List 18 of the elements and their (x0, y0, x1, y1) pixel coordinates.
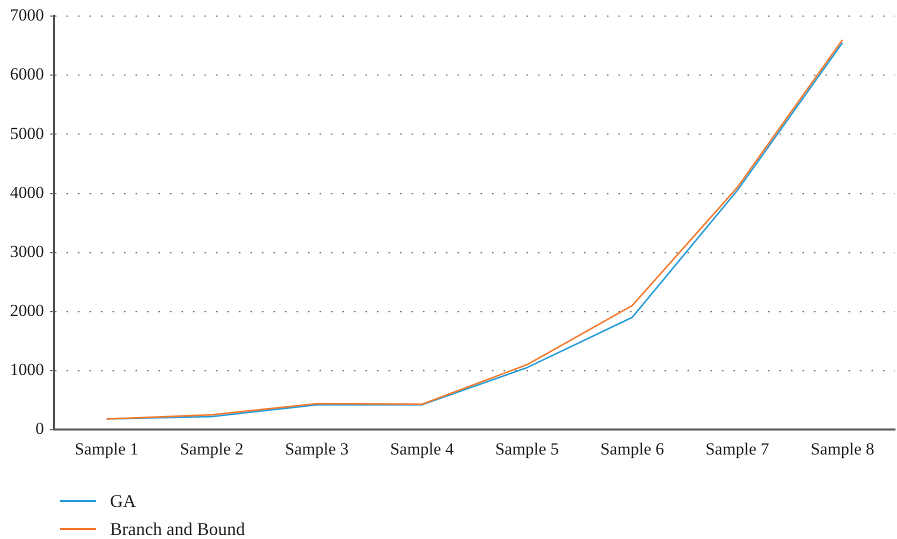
x-tick-label: Sample 8 (810, 439, 874, 458)
y-tick-label: 3000 (10, 242, 44, 261)
x-tick-label: Sample 1 (74, 439, 138, 458)
y-tick-label: 2000 (10, 300, 44, 320)
x-tick-label: Sample 6 (600, 439, 664, 458)
y-tick-label: 4000 (10, 182, 44, 202)
legend-label: Branch and Bound (110, 518, 245, 539)
legend-label: GA (110, 490, 136, 512)
x-tick-label: Sample 4 (390, 439, 454, 458)
y-tick-label: 7000 (10, 6, 44, 25)
x-tick-label: Sample 2 (180, 439, 244, 458)
x-tick-label: Sample 5 (495, 439, 559, 458)
y-tick-label: 5000 (10, 124, 44, 143)
y-tick-label: 6000 (10, 64, 44, 84)
y-tick-label: 1000 (10, 360, 44, 380)
y-tick-label: 0 (36, 419, 44, 438)
x-tick-label: Sample 7 (705, 439, 770, 458)
x-tick-label: Sample 3 (284, 439, 349, 458)
